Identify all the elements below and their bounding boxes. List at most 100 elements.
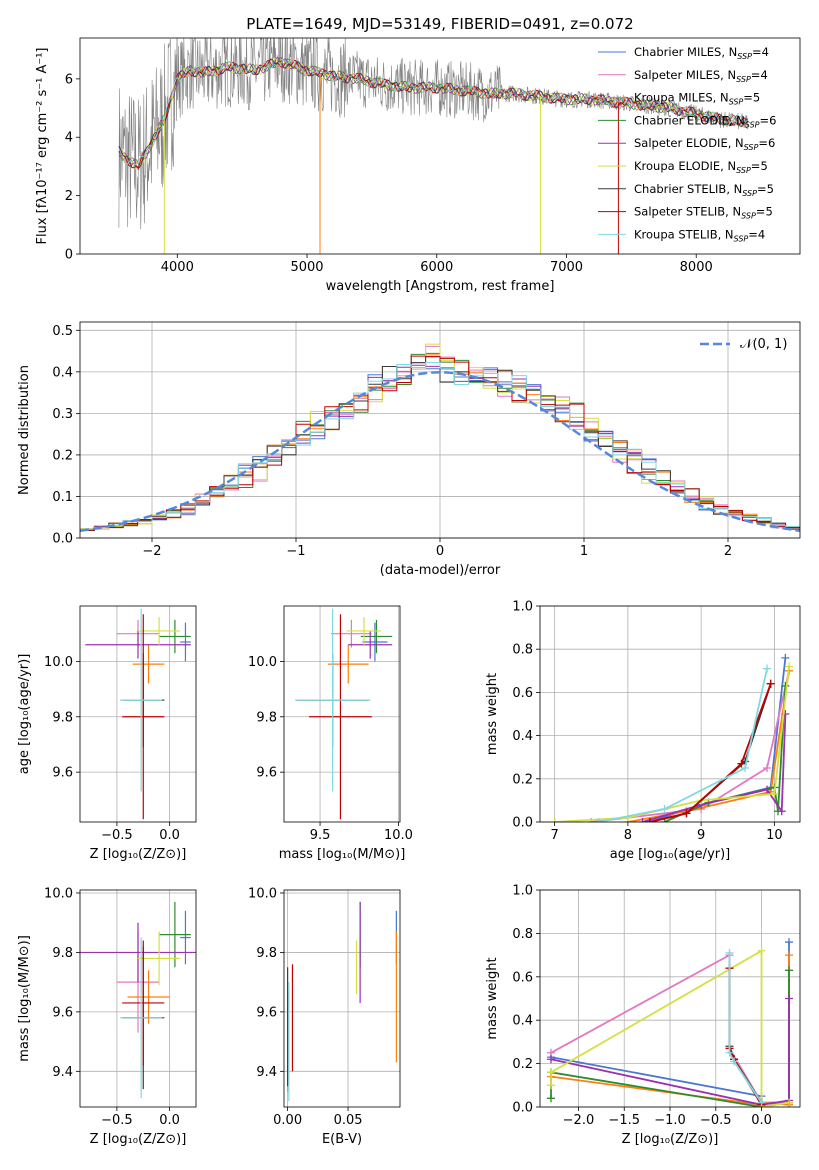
legend-model-name: Chabrier MILES	[634, 45, 721, 59]
mass-weight-point	[660, 805, 669, 814]
mass-vs-ebv-panel: 0.00 0.05 9.4 9.6 9.8 10.0 E(B-V)	[248, 886, 401, 1147]
ticks: 4000 5000 6000 7000 8000 0 2 4 6	[65, 72, 713, 275]
legend-model-name: Kroupa ELODIE	[634, 159, 720, 173]
mass-weight-point	[763, 785, 772, 794]
mass-weight-point	[785, 951, 794, 960]
mass-weight-vs-age-panel: 7 8 9 10 0.0 0.2 0.4 0.6 0.8 1.0 age [log₁₀(age/yr…	[485, 600, 801, 862]
legend-nssp-prefix: , N	[725, 205, 741, 219]
legend-ssp-subscript: SSP	[742, 189, 757, 198]
x-axis-label: mass [log₁₀(M/M⊙)]	[279, 847, 406, 862]
y-tick-label: 0.4	[52, 365, 73, 380]
x-tick-label: 0	[436, 544, 444, 559]
legend-nssp-prefix: , N	[720, 159, 736, 173]
x-axis-label: age [log₁₀(age/yr)]	[610, 847, 731, 862]
y-tick-label: 0.0	[512, 816, 533, 831]
x-tick-label: −0.5	[700, 1113, 732, 1128]
legend-nssp-value: 5	[767, 182, 774, 196]
legend-nssp-prefix: , N	[713, 91, 729, 105]
legend-ssp-subscript: SSP	[736, 75, 751, 84]
x-tick-label: 0.05	[334, 1113, 363, 1128]
mass-weight-point	[781, 681, 790, 690]
legend-nssp-value: 4	[762, 45, 769, 59]
mass-weight-point	[741, 764, 750, 772]
mass-weight-point	[785, 994, 794, 1003]
legend-nssp-eq: =	[751, 68, 761, 82]
x-tick-label: 7	[551, 828, 559, 843]
mass-weight-point	[777, 807, 786, 816]
x-axis-label: Z [log₁₀(Z/Z⊙)]	[90, 1132, 187, 1147]
y-axis-label: Normed distribution	[17, 365, 32, 495]
y-tick-label: 9.4	[52, 1065, 73, 1080]
y-tick-label: 0	[65, 248, 73, 263]
y-tick-label: 10.0	[44, 655, 73, 670]
ticks: 0.00 0.05 9.4 9.6 9.8 10.0	[248, 886, 362, 1128]
x-tick-label: −2	[142, 544, 161, 559]
axes-frame	[79, 889, 197, 1108]
mass-weight-point	[594, 818, 603, 822]
y-tick-label: 9.6	[256, 1005, 277, 1020]
legend-model-name: Chabrier ELODIE	[634, 113, 729, 127]
legend-model-name: Chabrier STELIB	[634, 182, 726, 196]
histogram-step-line	[80, 362, 800, 530]
legend-label: Kroupa MILES, NSSP=5	[634, 91, 760, 107]
residual-histogram-panel: −2 −1 0 1 2 0.0 0.1 0.2 0.3 0.4 0.5 (data-model)/er…	[17, 321, 801, 578]
mass-weight-point	[785, 938, 794, 947]
legend-label: Salpeter STELIB, NSSP=5	[634, 205, 773, 221]
normal-distribution-curve	[80, 371, 800, 532]
x-tick-label: −1.0	[654, 1113, 686, 1128]
x-axis-label: (data-model)/error	[380, 563, 501, 578]
mass-weight-point	[757, 946, 766, 955]
mass-weight-point	[770, 789, 779, 798]
legend-nssp-value: 5	[765, 205, 772, 219]
plot-area	[118, 38, 749, 254]
age-vs-metallicity-panel: −0.5 0.0 9.6 9.8 10.0 Z [log₁₀(Z/Z⊙)] age [log…	[17, 605, 197, 862]
legend-label: Chabrier ELODIE, NSSP=6	[634, 113, 776, 129]
legend-nssp-eq: =	[752, 45, 762, 59]
histogram-step-line	[80, 355, 800, 531]
x-tick-label: 0.00	[273, 1113, 302, 1128]
axes-frame	[79, 605, 197, 823]
plot-area	[85, 608, 191, 820]
legend-nssp-value: 5	[760, 159, 767, 173]
mass-weight-line	[598, 668, 768, 822]
y-tick-label: 0.1	[52, 490, 73, 505]
x-tick-label: 5000	[290, 260, 323, 275]
x-tick-label: −2.0	[563, 1113, 595, 1128]
mass-weight-vs-metallicity-panel: −2.0 −1.5 −1.0 −0.5 0.0 0.0 0.2 0.4 0.6 0.8 1.0 Z […	[485, 884, 801, 1147]
mass-weight-point	[645, 818, 654, 822]
ticks: −2 −1 0 1 2 0.0 0.1 0.2 0.3 0.4 0.5	[52, 324, 732, 559]
y-tick-label: 0.8	[512, 643, 533, 658]
y-axis-label: mass weight	[485, 957, 500, 1039]
y-tick-label: 9.8	[256, 946, 277, 961]
x-tick-label: 0.0	[159, 828, 180, 843]
mass-weight-point	[766, 679, 775, 688]
mass-weight-point	[682, 809, 691, 818]
legend-ssp-subscript: SSP	[744, 143, 759, 152]
legend-model-name: Kroupa STELIB	[634, 227, 718, 241]
y-tick-label: 0.0	[52, 532, 73, 547]
legend-ssp-subscript: SSP	[729, 98, 744, 107]
y-tick-label: 10.0	[248, 655, 277, 670]
ticks: 9.5 10.0 9.6 9.8 10.0	[248, 655, 413, 843]
axes-frame	[283, 605, 401, 823]
legend-nssp-eq: =	[758, 136, 768, 150]
legend-nssp-value: 5	[753, 91, 760, 105]
y-tick-label: 1.0	[512, 600, 533, 615]
legend-nssp-prefix: , N	[728, 136, 744, 150]
y-axis-label: mass [log₁₀(M/M⊙)]	[17, 935, 32, 1062]
y-tick-label: 9.6	[52, 766, 73, 781]
axes-frame	[79, 37, 801, 255]
x-tick-label: 0.0	[751, 1113, 772, 1128]
y-tick-label: 0.4	[512, 729, 533, 744]
legend-ssp-subscript: SSP	[741, 212, 756, 221]
y-tick-label: 9.6	[52, 1005, 73, 1020]
mass-weight-point	[725, 948, 734, 957]
legend-model-name: Kroupa MILES	[634, 91, 713, 105]
ticks: −0.5 0.0 9.6 9.8 10.0	[44, 655, 180, 843]
x-tick-label: 8000	[680, 260, 713, 275]
y-tick-label: 0.6	[512, 686, 533, 701]
x-tick-label: 1	[580, 544, 588, 559]
plot-area	[550, 653, 794, 822]
x-tick-label: 4000	[161, 260, 194, 275]
x-axis-label: wavelength [Angstrom, rest frame]	[326, 279, 555, 294]
